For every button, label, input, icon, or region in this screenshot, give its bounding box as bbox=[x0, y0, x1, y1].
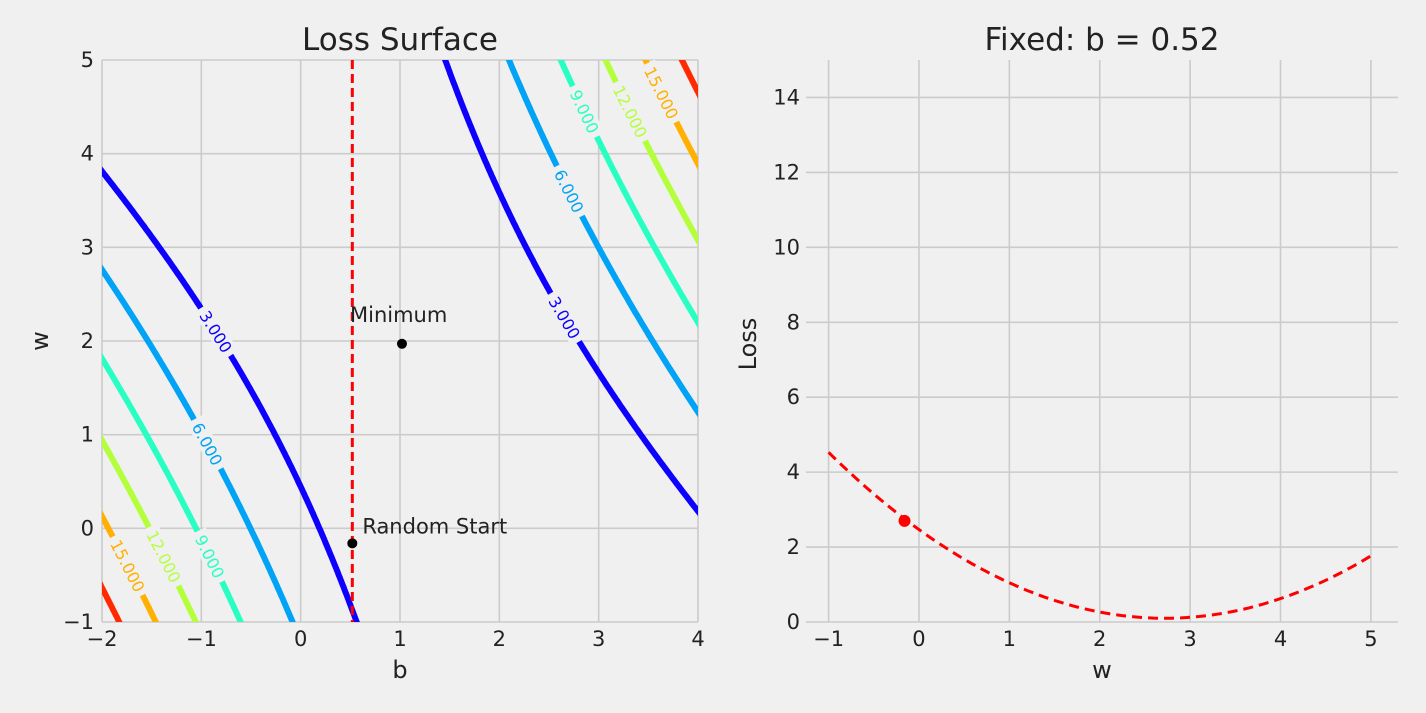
left-y-tick-label: 2 bbox=[81, 329, 94, 353]
contour-label-group: 3.000 bbox=[542, 288, 587, 347]
right-y-tick-label: 0 bbox=[787, 610, 800, 634]
contour-label-gap bbox=[607, 78, 653, 145]
loss-curve bbox=[827, 451, 1372, 620]
left-y-tick-label: 4 bbox=[81, 142, 94, 166]
left-y-axis-label: w bbox=[26, 331, 54, 351]
right-y-tick-label: 12 bbox=[773, 160, 800, 184]
right-x-tick-label: 0 bbox=[912, 627, 925, 651]
left-y-tick-label: 1 bbox=[81, 423, 94, 447]
right-x-tick-label: 4 bbox=[1274, 627, 1287, 651]
contour-label-12: 12.000 bbox=[142, 527, 184, 586]
contour-label-group: 6.000 bbox=[548, 162, 590, 221]
left-x-axis-label: b bbox=[392, 656, 407, 684]
right-title: Fixed: b = 0.52 bbox=[984, 22, 1219, 58]
contour-label-15: 15.000 bbox=[106, 537, 148, 596]
left-x-tick-label: 1 bbox=[393, 627, 406, 651]
contour-label-15: 15.000 bbox=[640, 64, 682, 123]
contour-label-gap bbox=[638, 59, 685, 127]
loss-surface-panel: Loss Surface 3.000 3.000 6.000 6.000 9.000 9.… bbox=[26, 22, 705, 684]
contour-line-18-right bbox=[678, 60, 698, 99]
contour-label-12: 12.000 bbox=[609, 82, 651, 141]
left-x-tick-label: 0 bbox=[294, 627, 307, 651]
contour-label-group: 15.000 bbox=[104, 532, 151, 600]
right-x-axis-label: w bbox=[1092, 656, 1112, 684]
contour-label-group: 12.000 bbox=[607, 78, 653, 145]
left-x-tick-label: −1 bbox=[186, 627, 217, 651]
contour-label-gap bbox=[186, 415, 229, 473]
right-x-tick-labels: −1 0 1 2 3 4 5 bbox=[813, 627, 1377, 651]
contour-label-9: 9.000 bbox=[566, 87, 603, 137]
contour-label-6: 6.000 bbox=[550, 167, 588, 216]
left-y-tick-label: 0 bbox=[81, 516, 94, 540]
contour-label-gap bbox=[193, 303, 239, 361]
minimum-annotation: Minimum bbox=[350, 303, 447, 327]
contour-label-gap bbox=[564, 82, 605, 141]
right-x-tick-label: 1 bbox=[1003, 627, 1016, 651]
contour-label-gap bbox=[189, 527, 231, 586]
right-y-tick-label: 10 bbox=[773, 235, 800, 259]
current-loss-point bbox=[898, 514, 911, 527]
right-y-tick-label: 14 bbox=[773, 85, 800, 109]
left-x-tick-label: 2 bbox=[493, 627, 506, 651]
left-y-tick-label: 5 bbox=[81, 48, 94, 72]
left-title: Loss Surface bbox=[302, 22, 498, 58]
left-y-tick-labels: −1 0 1 2 3 4 5 bbox=[63, 48, 94, 634]
contour-label-gap bbox=[141, 523, 187, 590]
contour-label-gap bbox=[542, 288, 587, 347]
right-x-tick-label: 3 bbox=[1183, 627, 1196, 651]
left-y-tick-label: −1 bbox=[63, 610, 94, 634]
contour-label-3: 3.000 bbox=[544, 293, 584, 342]
right-y-axis-label: Loss bbox=[734, 318, 762, 371]
left-x-tick-label: 3 bbox=[592, 627, 605, 651]
right-grid bbox=[806, 60, 1398, 623]
left-x-tick-labels: −2 −1 0 1 2 3 4 bbox=[87, 627, 705, 651]
contour-label-group: 6.000 bbox=[186, 415, 229, 473]
left-y-tick-label: 3 bbox=[81, 235, 94, 259]
random-start-point bbox=[347, 538, 358, 549]
contour-label-group: 3.000 bbox=[193, 303, 239, 361]
contour-line-15-right bbox=[642, 60, 698, 171]
right-y-tick-label: 8 bbox=[787, 310, 800, 334]
contour-label-group: 9.000 bbox=[189, 527, 231, 586]
minimum-point bbox=[396, 338, 407, 349]
right-x-tick-label: 5 bbox=[1364, 627, 1377, 651]
contour-label-9: 9.000 bbox=[191, 532, 228, 582]
right-y-tick-labels: 0 2 4 6 8 10 12 14 bbox=[773, 85, 800, 634]
contour-line-6-left bbox=[102, 264, 296, 622]
right-y-tick-label: 4 bbox=[787, 460, 800, 484]
right-x-tick-label: 2 bbox=[1093, 627, 1106, 651]
left-x-tick-label: 4 bbox=[691, 627, 704, 651]
contour-label-group: 15.000 bbox=[638, 59, 685, 127]
contour-label-group: 12.000 bbox=[141, 523, 187, 590]
right-y-tick-label: 6 bbox=[787, 385, 800, 409]
contour-label-gap bbox=[548, 162, 590, 221]
right-y-tick-label: 2 bbox=[787, 535, 800, 559]
contour-line-6-right bbox=[505, 60, 698, 418]
left-grid bbox=[101, 59, 699, 623]
random-start-annotation: Random Start bbox=[362, 514, 507, 538]
left-x-tick-label: −2 bbox=[87, 627, 118, 651]
right-x-tick-label: −1 bbox=[813, 627, 844, 651]
contour-label-gap bbox=[104, 532, 151, 600]
contour-label-6: 6.000 bbox=[188, 420, 226, 469]
